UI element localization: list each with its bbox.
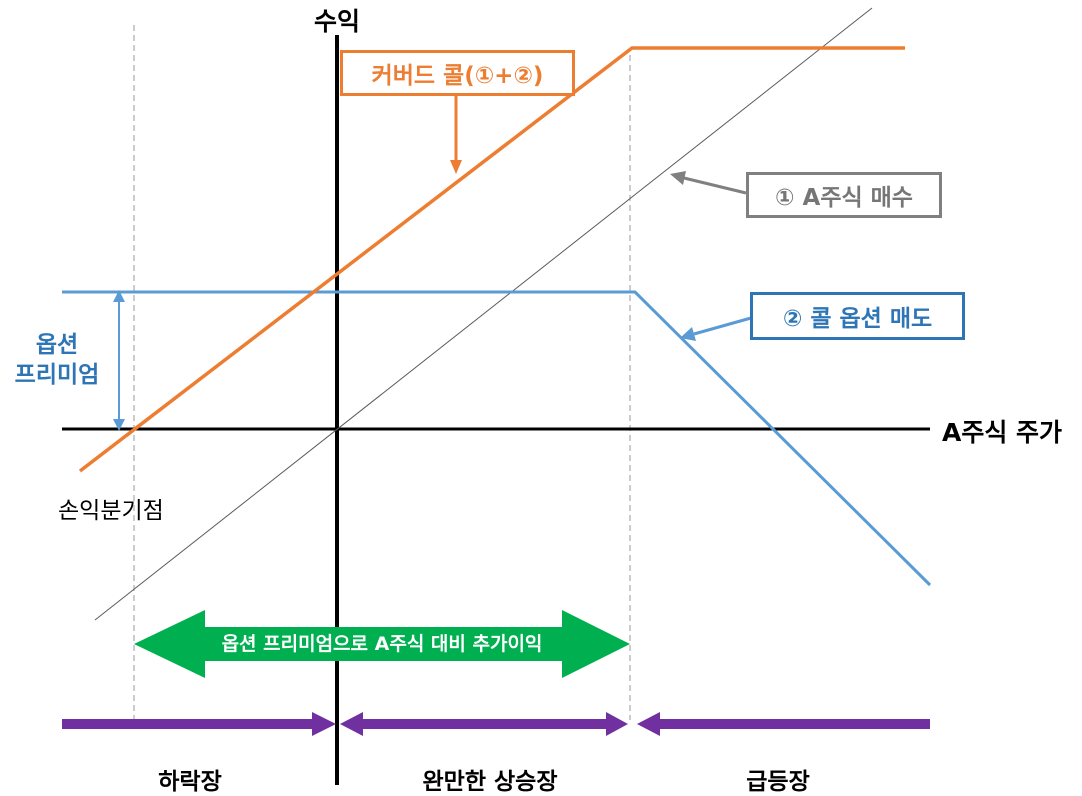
extra-income-arrow [134,610,630,678]
x-axis-label: A주식 주가 [942,418,1063,447]
premium-arrow [113,290,125,431]
breakeven-label: 손익분기점 [58,498,164,524]
stock-buy-pointer-arrow [670,171,747,195]
premium-label: 옵션 프리미엄 [14,332,100,388]
covered-call-pointer-arrow [450,96,462,174]
y-axis-label: 수익 [314,7,361,36]
covered-call-label: 커버드 콜(①+②) [340,50,575,96]
bull-market-arrow [637,712,930,736]
stock-buy-label: ① A주식 매수 [746,172,942,218]
bear-market-arrow [62,712,336,736]
extra-income-label: 옵션 프리미엄으로 A주식 대비 추가이익 [221,633,543,655]
call-sell-pointer-arrow [680,316,752,341]
call-sell-label: ② 콜 옵션 매도 [750,292,965,340]
stock-buy-payoff-line [94,7,873,621]
covered-call-payoff-line [78,46,905,473]
mild-bull-market-arrow [340,712,628,736]
bull-market-label: 급등장 [746,769,810,795]
call-sell-payoff-line [62,290,932,587]
mild-bull-market-label: 완만한 상승장 [422,769,558,795]
bear-market-label: 하락장 [158,769,222,795]
